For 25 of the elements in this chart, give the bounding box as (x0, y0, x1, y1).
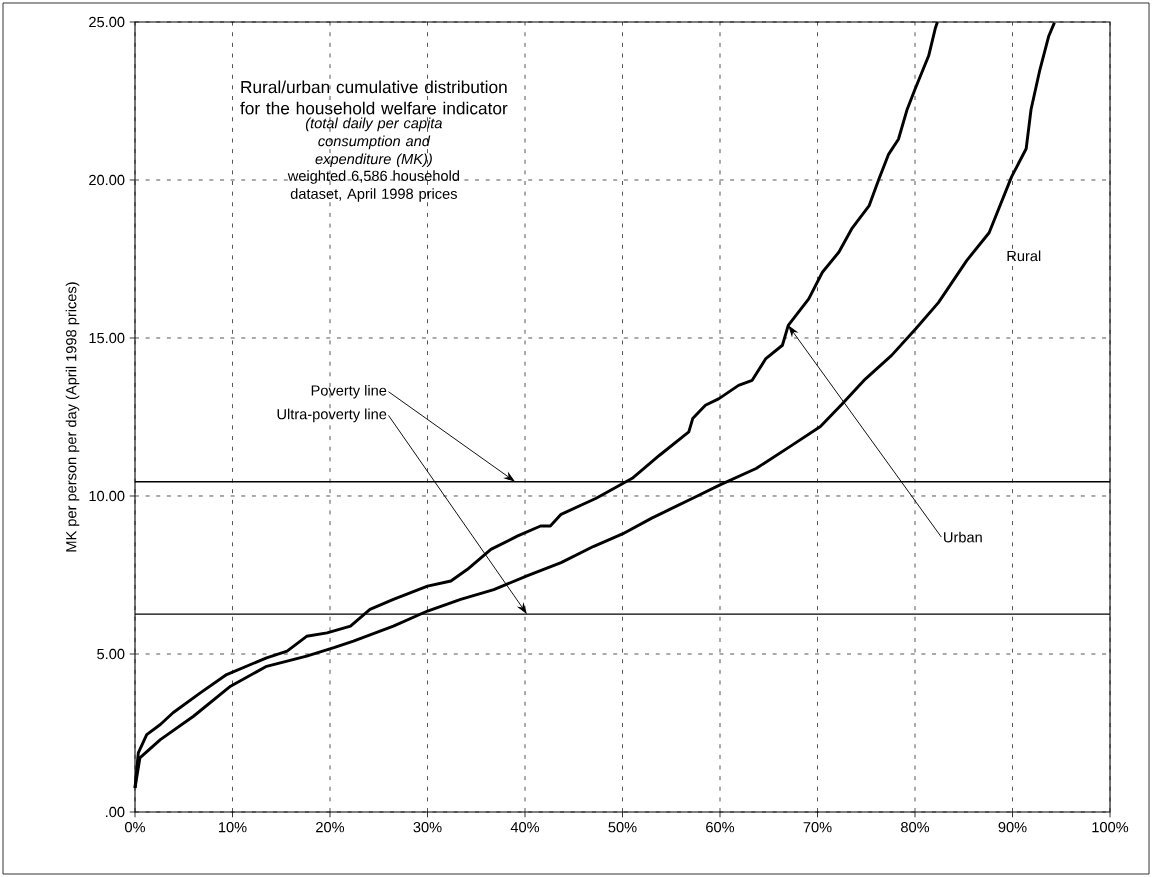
text: (total daily per capita consumption and expenditure (MK)) (305, 117, 442, 168)
y-tick-label: 20.00 (89, 174, 125, 186)
series-label: Rural (1007, 250, 1041, 262)
y-tick-label: .00 (106, 806, 125, 818)
x-tick-label: 20% (316, 822, 345, 833)
x-tick-label: 80% (901, 822, 930, 833)
annotation: weighted 6,586 household dataset, April 1998 prices (287, 170, 460, 202)
y-tick-label: 25.00 (89, 16, 125, 28)
y-tick-label: 5.00 (97, 648, 125, 660)
x-tick-label: 0% (125, 822, 146, 833)
x-tick-label: 60% (706, 822, 735, 833)
x-tick-label: 70% (803, 822, 832, 833)
y-axis-title: MK per person per day (April 1998 prices) (65, 282, 80, 552)
text: Rural/urban cumulative distribution for the household welfare indicator (240, 80, 508, 115)
x-tick-label: 50% (608, 822, 637, 833)
x-tick-label: 40% (510, 822, 540, 833)
x-tick-label: 90% (998, 822, 1027, 833)
x-tick-label: 10% (218, 822, 247, 833)
y-tick-label: 15.00 (89, 332, 125, 344)
x-tick-label: 100% (1092, 822, 1129, 833)
x-tick-label: 30% (413, 822, 442, 833)
ref-line-label: Ultra-poverty line (277, 408, 387, 423)
y-tick-label: 10.00 (89, 490, 125, 502)
text: Urban (944, 531, 982, 543)
ref-line-label: Poverty line (311, 384, 387, 399)
